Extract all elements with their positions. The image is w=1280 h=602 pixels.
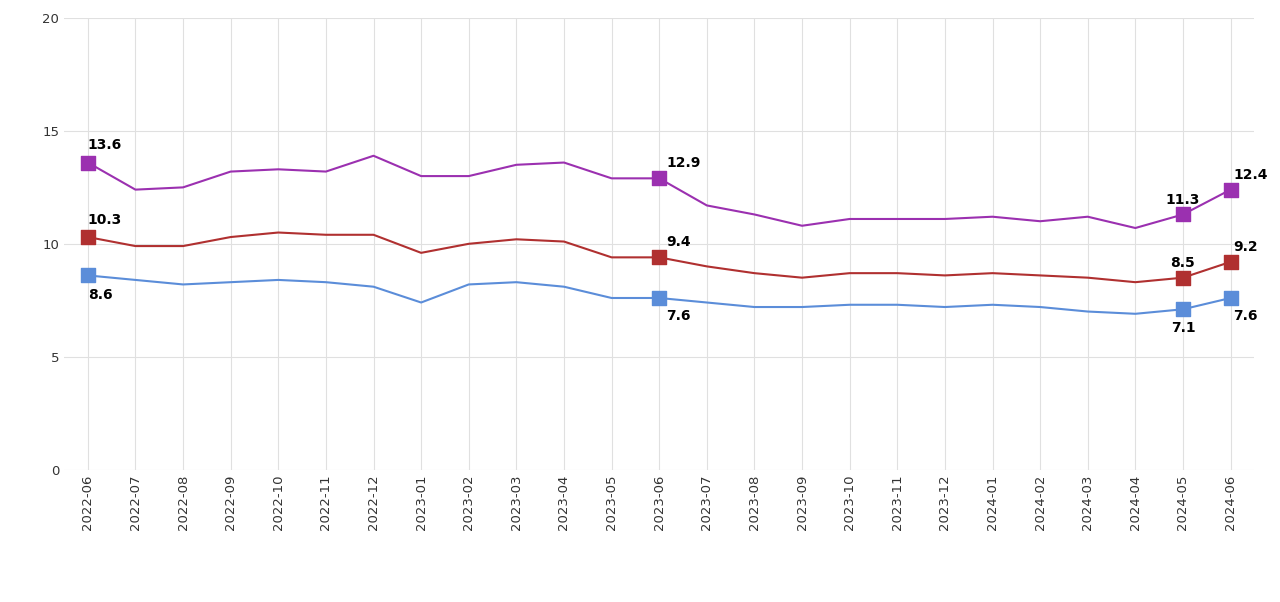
Point (1220, 185, 1240, 194)
Point (78, 232, 99, 242)
Text: 7.1: 7.1 (1171, 321, 1196, 335)
Text: 9.2: 9.2 (1233, 240, 1257, 254)
Text: 7.6: 7.6 (1233, 309, 1257, 323)
Text: 9.4: 9.4 (667, 235, 691, 249)
Point (1172, 273, 1193, 282)
Point (649, 293, 669, 303)
Text: 12.9: 12.9 (667, 157, 700, 170)
Point (649, 173, 669, 183)
Point (78, 158, 99, 167)
Text: 8.5: 8.5 (1171, 256, 1196, 270)
Text: 12.4: 12.4 (1233, 168, 1267, 182)
Point (649, 253, 669, 262)
Point (1220, 257, 1240, 267)
Point (1172, 305, 1193, 314)
Point (1220, 293, 1240, 303)
Text: 8.6: 8.6 (88, 288, 113, 302)
Text: 10.3: 10.3 (88, 213, 122, 227)
Point (1172, 209, 1193, 219)
Text: 11.3: 11.3 (1166, 193, 1201, 206)
Text: 13.6: 13.6 (88, 138, 122, 152)
Point (78, 271, 99, 281)
Text: 7.6: 7.6 (667, 309, 691, 323)
